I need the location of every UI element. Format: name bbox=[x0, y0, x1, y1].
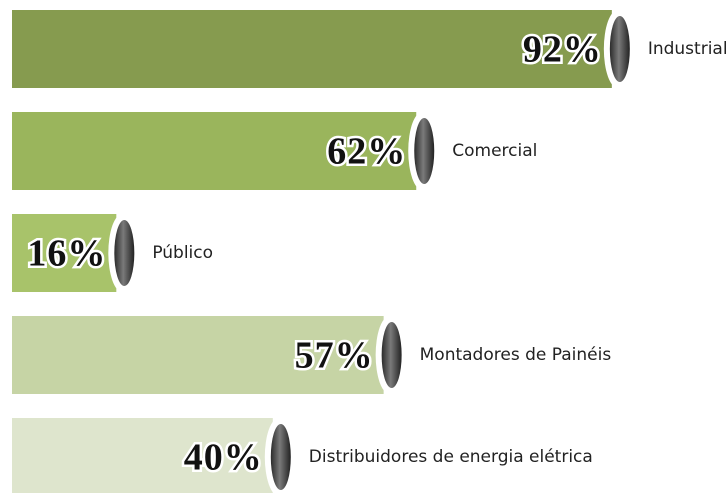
bar-cap-hole bbox=[381, 322, 402, 388]
category-label: Público bbox=[152, 243, 213, 263]
bar bbox=[12, 10, 612, 88]
category-label: Montadores de Painéis bbox=[420, 345, 612, 365]
bar bbox=[12, 112, 417, 190]
bar-cap-hole bbox=[609, 16, 630, 82]
bar bbox=[12, 214, 117, 292]
bar-cap-hole bbox=[270, 424, 291, 490]
category-label: Industrial bbox=[648, 39, 727, 59]
category-label: Distribuidores de energia elétrica bbox=[309, 447, 593, 467]
category-label: Comercial bbox=[452, 141, 537, 161]
value-label: 16% bbox=[27, 233, 106, 275]
bar-cap-hole bbox=[414, 118, 435, 184]
bar bbox=[12, 418, 273, 493]
value-label: 40% bbox=[184, 437, 263, 479]
value-label: 92% bbox=[523, 29, 602, 71]
bar bbox=[12, 316, 384, 394]
bar-cap-hole bbox=[114, 220, 135, 286]
value-label: 62% bbox=[327, 131, 406, 173]
value-label: 57% bbox=[295, 335, 374, 377]
